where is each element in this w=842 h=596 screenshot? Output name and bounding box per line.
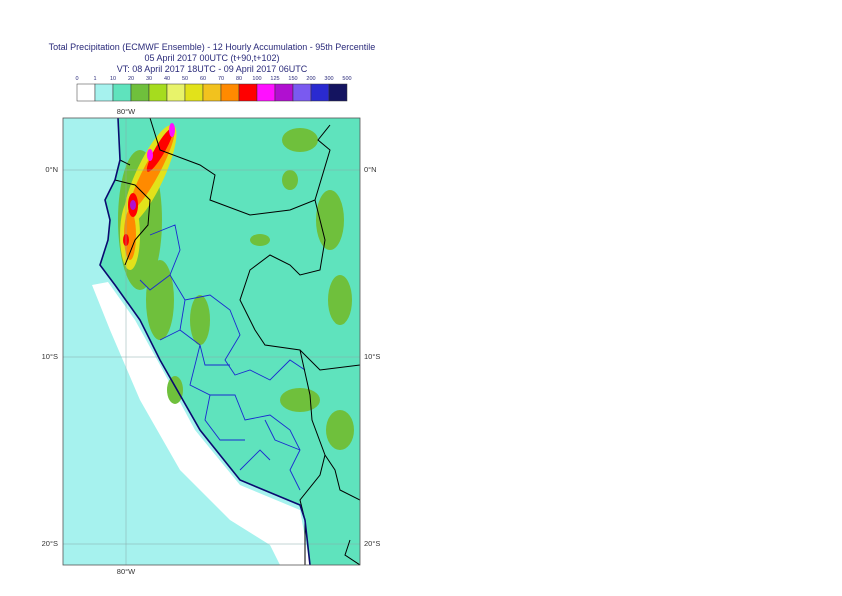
legend-label: 20 (128, 76, 134, 82)
legend-label: 150 (288, 76, 297, 82)
legend-label: 125 (270, 76, 279, 82)
admin-borders (139, 224, 306, 491)
legend-label: 60 (200, 76, 206, 82)
land (100, 118, 360, 565)
lat-label: 20°S (42, 539, 58, 548)
lon-label: 80°W (117, 567, 136, 576)
legend-label: 300 (324, 76, 333, 82)
legend-label: 80 (236, 76, 242, 82)
legend-label: 200 (306, 76, 315, 82)
legend-swatch (130, 83, 150, 102)
map-frame (62, 117, 361, 566)
legend-swatch (202, 83, 222, 102)
grid (63, 118, 360, 565)
coastline (99, 118, 311, 565)
title-line: 05 April 2017 00UTC (t+90,t+102) (144, 53, 279, 63)
legend-swatch (328, 83, 348, 102)
legend-swatch (238, 83, 258, 102)
legend-swatch (184, 83, 204, 102)
legend-label: 1 (93, 76, 96, 82)
legend-swatch (274, 83, 294, 102)
legend-swatch (148, 83, 168, 102)
map: 80°W 80°W 0°N 10°S 20°S 0°N 10°S 20°S (42, 107, 381, 576)
legend-swatch (220, 83, 240, 102)
legend-swatch (310, 83, 330, 102)
legend-label: 10 (110, 76, 116, 82)
legend-swatch (166, 83, 186, 102)
legend-swatch (76, 83, 96, 102)
lat-label: 10°S (364, 352, 380, 361)
lat-label: 0°N (364, 165, 377, 174)
legend-swatch (112, 83, 132, 102)
lon-label: 80°W (117, 107, 136, 116)
title-line: Total Precipitation (ECMWF Ensemble) - 1… (49, 42, 376, 52)
lat-label: 0°N (45, 165, 58, 174)
legend-swatch (256, 83, 276, 102)
lat-label: 20°S (364, 539, 380, 548)
lat-label: 10°S (42, 352, 58, 361)
legend: 0 1 10 20 30 40 50 60 70 80 100 125 150 200 300 500 (75, 76, 352, 102)
dry-coast (92, 282, 310, 565)
country-borders (114, 118, 360, 565)
legend-label: 40 (164, 76, 170, 82)
title-line: VT: 08 April 2017 18UTC - 09 April 2017 … (117, 64, 308, 74)
legend-label: 0 (75, 76, 78, 82)
legend-swatch (292, 83, 312, 102)
legend-label: 100 (252, 76, 261, 82)
legend-label: 30 (146, 76, 152, 82)
legend-label: 50 (182, 76, 188, 82)
legend-label: 500 (342, 76, 351, 82)
legend-swatch (94, 83, 114, 102)
legend-label: 70 (218, 76, 224, 82)
